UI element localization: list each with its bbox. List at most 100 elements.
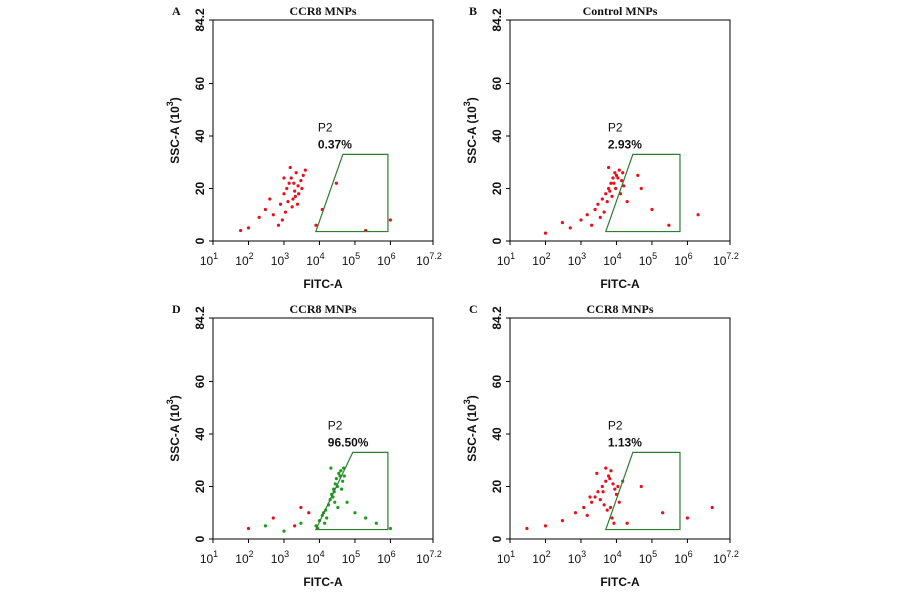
y-tick-label: 0 (490, 237, 504, 244)
y-tick-label: 0 (193, 237, 207, 244)
event-point (606, 165, 611, 170)
event-point (605, 508, 609, 512)
event-point (601, 490, 605, 494)
x-tick-exponent: 6 (688, 549, 693, 559)
y-tick-label: 20 (193, 182, 207, 196)
event-point (604, 466, 608, 470)
panel-letter: C (469, 302, 478, 316)
event-point (611, 176, 615, 180)
x-tick-exponent: 5 (652, 549, 657, 559)
event-point (289, 176, 293, 180)
event-point (287, 181, 291, 185)
event-point (336, 505, 340, 510)
y-tick-label: 60 (193, 375, 207, 389)
x-tick-label: 105 (342, 549, 360, 566)
event-point (608, 189, 612, 193)
x-tick-exponent: 6 (688, 251, 693, 261)
x-tick-exponent: 2 (546, 251, 551, 261)
event-point (525, 526, 529, 531)
event-point (342, 474, 346, 478)
event-point (353, 511, 357, 515)
x-tick-exponent: 1 (213, 549, 218, 559)
y-tick-label: 20 (490, 182, 504, 196)
panel-title: CCR8 MNPs (587, 302, 654, 316)
gate (314, 451, 389, 531)
y-tick-label: 60 (193, 77, 207, 91)
panel: D CCR8 MNPs 0 20 40 60 84.2 101 102 103 104 105 106 1… (165, 302, 442, 589)
event-point (333, 500, 337, 504)
x-tick-exponent: 1 (510, 549, 515, 559)
x-tick-label: 107.2 (713, 251, 739, 268)
y-tick-label: 40 (193, 427, 207, 441)
plot-frame (509, 317, 731, 540)
gate-name: P2 (608, 419, 623, 433)
event-point (608, 505, 613, 510)
event-point (296, 184, 300, 188)
event-point (614, 186, 618, 191)
panel-letter: B (469, 4, 477, 18)
plot-frame (212, 19, 434, 242)
event-point (282, 176, 286, 180)
y-tick-label: 60 (490, 375, 504, 389)
gate-percent: 96.50% (328, 436, 369, 450)
y-tick-label: 60 (490, 77, 504, 91)
event-point (613, 487, 617, 491)
x-tick-exponent: 7.2 (429, 251, 442, 261)
x-tick-exponent: 2 (546, 549, 551, 559)
y-axis-label-exponent: 3 (462, 101, 472, 106)
event-point (285, 186, 289, 191)
x-axis-label: FITC-A (303, 575, 343, 589)
event-point (282, 192, 286, 196)
event-point (604, 192, 608, 196)
event-point (600, 484, 604, 489)
y-axis-label-exponent: 3 (462, 399, 472, 404)
y-tick-label: 84.2 (193, 306, 207, 330)
event-point (596, 490, 600, 494)
event-point (608, 477, 612, 481)
event-point (612, 181, 616, 185)
event-point (590, 500, 594, 504)
event-point (299, 505, 303, 510)
x-tick-label: 103 (271, 251, 289, 268)
event-point (696, 213, 700, 217)
y-tick-label: 20 (490, 480, 504, 494)
event-point (582, 505, 586, 510)
event-point (639, 186, 643, 191)
x-tick-label: 105 (639, 251, 657, 268)
event-point (293, 524, 297, 528)
event-point (685, 516, 690, 520)
event-point (593, 495, 597, 499)
event-point (283, 210, 288, 214)
event-point (614, 173, 619, 177)
y-axis-label-exponent: 3 (165, 101, 175, 106)
x-tick-exponent: 7.2 (429, 549, 442, 559)
event-point (293, 194, 298, 198)
event-point (294, 171, 298, 175)
event-point (290, 205, 294, 209)
event-point (661, 511, 665, 515)
x-tick-label: 107.2 (416, 251, 442, 268)
gate-name: P2 (328, 419, 343, 433)
y-tick-label: 84.2 (193, 8, 207, 32)
x-tick-label: 104 (603, 251, 621, 268)
event-point (299, 521, 303, 525)
x-tick-exponent: 2 (249, 549, 254, 559)
x-tick-exponent: 3 (284, 251, 289, 261)
x-tick-exponent: 5 (355, 251, 360, 261)
panel: A CCR8 MNPs 0 20 40 60 84.2 101 102 103 104 105 106 1… (165, 4, 442, 291)
event-point (650, 207, 654, 212)
event-point (612, 521, 616, 525)
event-point (278, 202, 283, 206)
y-axis-label: SSC-A (103) (165, 97, 182, 164)
event-point (590, 223, 594, 227)
y-axis-label-end: ) (168, 97, 182, 101)
gate-name: P2 (318, 121, 333, 135)
event-point (239, 228, 243, 233)
event-point (616, 176, 620, 180)
event-point (560, 221, 565, 225)
plot-frame (212, 317, 434, 540)
y-axis-label: SSC-A (103) (462, 395, 479, 462)
y-axis-label-end: ) (465, 97, 479, 101)
event-point (299, 179, 303, 183)
y-tick-label: 20 (193, 480, 207, 494)
